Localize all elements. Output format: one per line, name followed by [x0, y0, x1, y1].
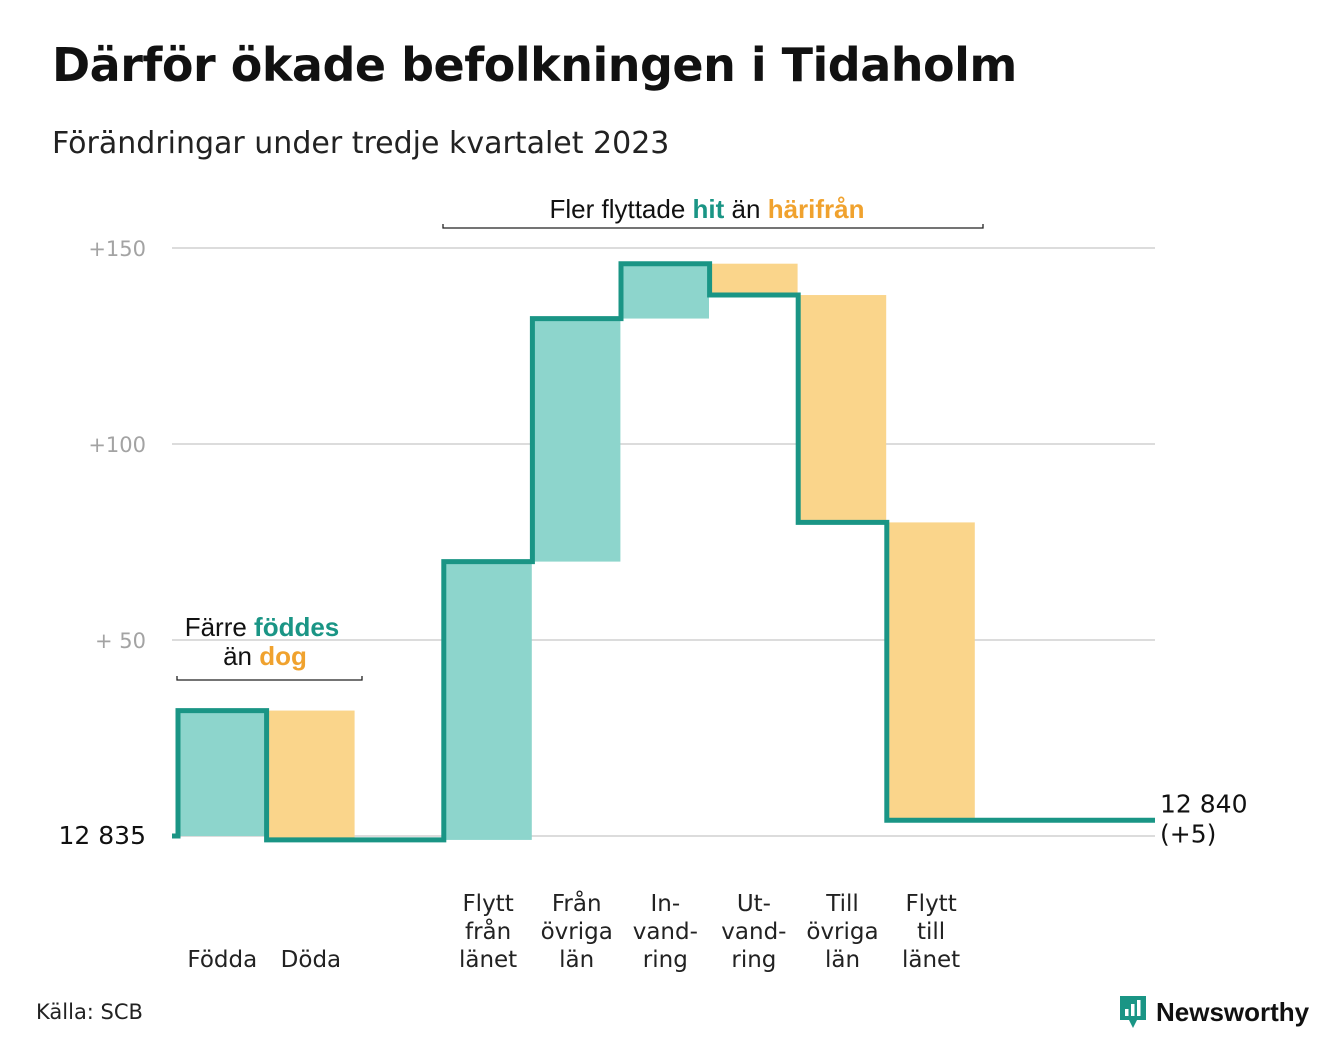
bar-flytt-fran-lanet: [445, 561, 532, 840]
annotation-migration-line-part: härifrån: [768, 194, 865, 224]
end-value-label: 12 840: [1160, 789, 1247, 818]
bar-döda: [268, 710, 355, 840]
bar-fran-ovriga-lan: [534, 318, 621, 562]
category-label-invandring: In-: [650, 891, 680, 917]
end-value-label: (+5): [1160, 819, 1216, 848]
bar-utvandring: [711, 263, 798, 296]
category-label-döda: Döda: [281, 947, 341, 973]
source-note: Källa: SCB: [36, 1000, 143, 1024]
annotation-migration-line-part: Fler flyttade: [549, 194, 692, 224]
category-label-invandring: vand-: [633, 919, 698, 945]
annotation-births-line2-part: dog: [259, 641, 307, 671]
category-label-fran-ovriga-lan: Från: [552, 889, 602, 917]
annotation-births-line1-part: föddes: [254, 612, 339, 642]
category-label-utvandring: vand-: [721, 919, 786, 945]
category-label-flytt-till-lanet: till: [917, 919, 945, 945]
newsworthy-logo-icon: [1120, 996, 1146, 1028]
category-label-födda: Födda: [187, 947, 257, 973]
annotation-births-line1-part: Färre: [185, 612, 254, 642]
category-label-flytt-fran-lanet: från: [465, 917, 511, 945]
category-label-utvandring: ring: [731, 947, 776, 973]
category-label-till-ovriga-lan: övriga: [806, 919, 878, 945]
y-tick-label-50: + 50: [95, 629, 146, 653]
category-label-fran-ovriga-lan: övriga: [541, 919, 613, 945]
brand-logo: Newsworthy: [1118, 994, 1309, 1030]
annotation-births-line2: än dog: [223, 641, 307, 671]
start-value-label: 12 835: [59, 821, 146, 850]
category-label-flytt-till-lanet: länet: [902, 947, 960, 973]
category-label-flytt-fran-lanet: länet: [459, 947, 517, 973]
bar-invandring: [623, 263, 709, 319]
bar-till-ovriga-lan: [800, 295, 887, 523]
annotation-births-line1: Färre föddes: [185, 612, 340, 642]
annotation-migration-line-part: än: [724, 194, 767, 224]
step-line-layer: [172, 261, 1155, 843]
y-tick-label-150: +150: [88, 237, 146, 261]
bar-födda: [180, 710, 266, 836]
category-label-utvandring: Ut-: [737, 891, 771, 917]
annotation-births-line2-part: än: [223, 641, 259, 671]
bar-layer: [180, 263, 975, 840]
chart-title: Därför ökade befolkningen i Tidaholm: [52, 38, 1017, 92]
category-label-till-ovriga-lan: län: [825, 947, 860, 973]
category-label-till-ovriga-lan: Till: [825, 891, 859, 917]
category-label-fran-ovriga-lan: län: [559, 947, 594, 973]
category-label-flytt-till-lanet: Flytt: [905, 891, 956, 917]
annotation-migration-line: Fler flyttade hit än härifrån: [549, 194, 864, 224]
annotation-migration-bracket: [442, 224, 984, 229]
cumulative-step-line: [172, 261, 1155, 843]
y-tick-label-100: +100: [88, 433, 146, 457]
bar-flytt-till-lanet: [888, 522, 975, 821]
chart-subtitle: Förändringar under tredje kvartalet 2023: [52, 126, 670, 161]
category-label-invandring: ring: [643, 947, 688, 973]
annotation-births-bracket: [176, 676, 363, 681]
annotation-migration-line-part: hit: [693, 194, 725, 224]
category-label-flytt-fran-lanet: Flytt: [462, 891, 513, 917]
brand-name: Newsworthy: [1156, 996, 1310, 1027]
